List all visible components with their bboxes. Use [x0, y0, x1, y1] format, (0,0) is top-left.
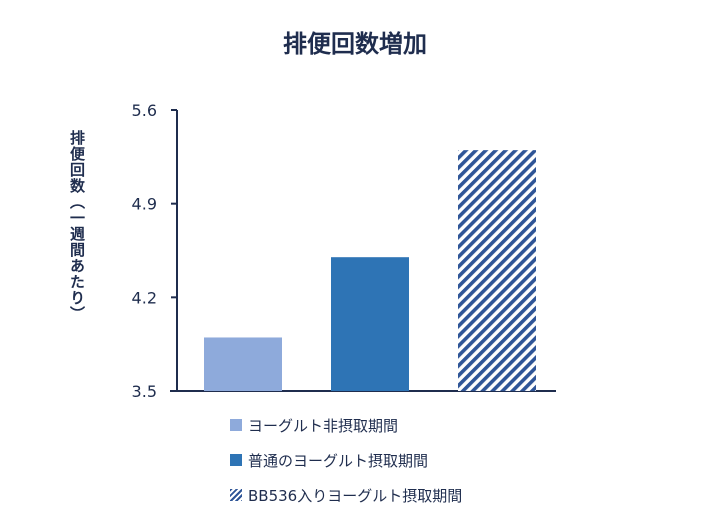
y-tick-label: 4.2: [132, 288, 157, 307]
legend-label-1: ヨーグルト非摂取期間: [248, 416, 399, 435]
bar-2: [331, 257, 409, 391]
y-tick-label: 5.6: [132, 101, 157, 120]
legend-item: ヨーグルト非摂取期間: [230, 413, 462, 437]
bar-1: [204, 337, 282, 391]
y-axis-label: 排便回数（一週間あたり）: [68, 130, 86, 322]
legend-label-3: BB536入りヨーグルト摂取期間: [248, 486, 463, 505]
legend-item: 普通のヨーグルト摂取期間: [230, 448, 462, 472]
bar-3: [458, 150, 536, 391]
legend-swatch-3: [230, 489, 242, 501]
chart-legend: ヨーグルト非摂取期間 普通のヨーグルト摂取期間 BB536入りヨーグルト摂取期間: [230, 413, 462, 518]
chart-title: 排便回数増加: [283, 30, 427, 58]
legend-swatch-2: [230, 454, 242, 466]
legend-swatch-1: [230, 419, 242, 431]
y-tick-label: 4.9: [132, 195, 157, 214]
legend-item: BB536入りヨーグルト摂取期間: [230, 483, 462, 507]
legend-label-2: 普通のヨーグルト摂取期間: [248, 451, 429, 470]
y-tick-label: 3.5: [132, 382, 157, 401]
